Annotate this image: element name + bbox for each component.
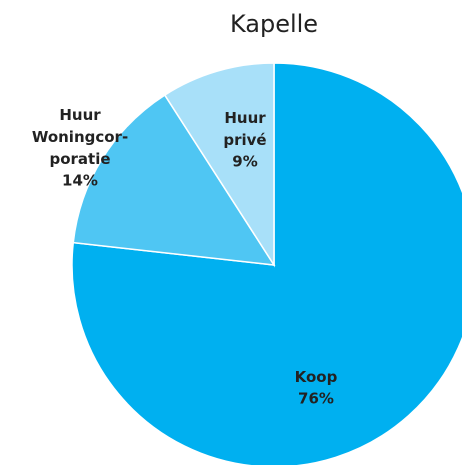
- category-line: privé: [223, 131, 266, 149]
- slice-label: Koop 76%: [295, 368, 338, 408]
- category-label: Huur Woningcor-poratie: [32, 106, 128, 168]
- category-label: Koop: [295, 368, 338, 386]
- category-label: Huur privé: [223, 109, 266, 149]
- pie-slice: [72, 94, 276, 266]
- slice-label: Huur Woningcor-poratie 14%: [32, 106, 128, 190]
- category-line: Huur: [224, 109, 266, 127]
- chart-title: Kapelle: [230, 10, 318, 38]
- category-line: poratie: [49, 150, 110, 168]
- slice-label: Huur privé 9%: [223, 109, 266, 171]
- value-label: 14%: [62, 172, 98, 190]
- value-label: 76%: [298, 390, 334, 408]
- category-line: Huur: [59, 106, 101, 124]
- pie-slice: [71, 62, 462, 465]
- value-label: 9%: [232, 153, 257, 171]
- category-line: Woningcor-: [32, 128, 128, 146]
- pie-slice: [163, 62, 275, 268]
- category-line: Koop: [295, 368, 338, 386]
